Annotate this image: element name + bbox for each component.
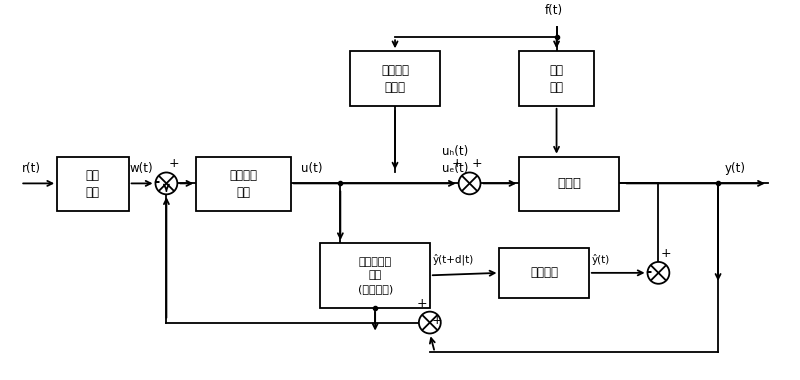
- Circle shape: [458, 173, 481, 194]
- Bar: [57, 157, 129, 211]
- Text: 时滞环节: 时滞环节: [530, 266, 558, 279]
- Text: uₑ(t): uₑ(t): [442, 162, 468, 176]
- Text: +: +: [661, 247, 671, 260]
- Text: 前馈补偿
控制器: 前馈补偿 控制器: [381, 63, 409, 93]
- Text: u(t): u(t): [301, 162, 322, 176]
- Text: y(t): y(t): [725, 162, 746, 176]
- Text: 扰动
模型: 扰动 模型: [550, 63, 563, 93]
- Bar: [519, 157, 618, 211]
- Text: +: +: [417, 297, 427, 310]
- Text: 史密斯预估
模型
(不含时滞): 史密斯预估 模型 (不含时滞): [358, 257, 393, 293]
- Bar: [196, 157, 290, 211]
- Text: r(t): r(t): [22, 162, 42, 176]
- Text: +: +: [432, 314, 442, 326]
- Text: f(t): f(t): [545, 5, 562, 17]
- Bar: [350, 51, 440, 106]
- Text: +: +: [169, 157, 179, 171]
- Bar: [321, 243, 430, 308]
- Text: -: -: [154, 174, 160, 189]
- Text: ŷ(t+d|t): ŷ(t+d|t): [433, 253, 474, 265]
- Text: +: +: [452, 157, 462, 171]
- Circle shape: [419, 312, 441, 334]
- Text: uₕ(t): uₕ(t): [442, 144, 468, 158]
- Circle shape: [155, 173, 178, 194]
- Circle shape: [647, 262, 670, 284]
- Text: 参考
轨迹: 参考 轨迹: [86, 169, 100, 199]
- Text: ŷ(t): ŷ(t): [592, 254, 610, 265]
- Text: +: +: [471, 157, 482, 171]
- Text: w(t): w(t): [130, 162, 154, 176]
- Bar: [499, 248, 589, 298]
- Text: -: -: [646, 264, 652, 279]
- Text: 分解炉: 分解炉: [557, 177, 581, 190]
- Bar: [519, 51, 594, 106]
- Text: 广义预测
控制: 广义预测 控制: [230, 169, 258, 199]
